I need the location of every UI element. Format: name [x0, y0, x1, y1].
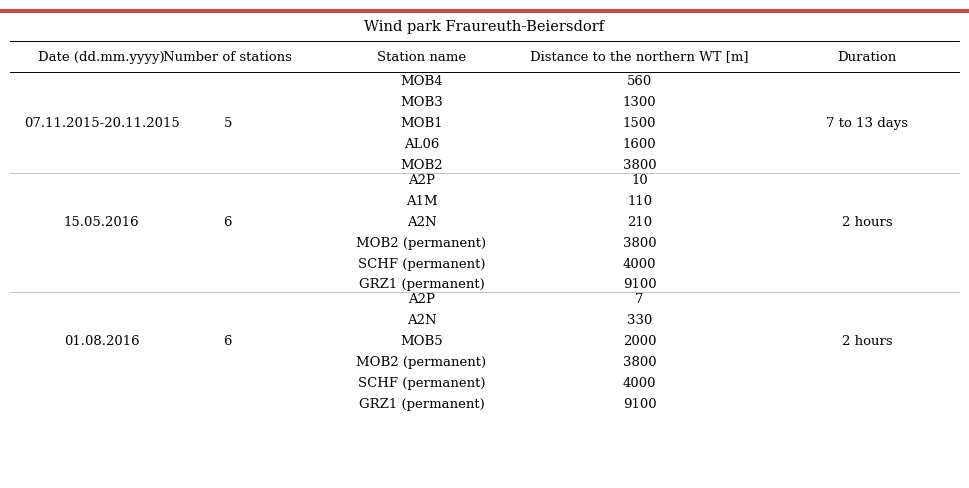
Text: AL06: AL06	[404, 138, 439, 151]
Text: Wind park Fraureuth-Beiersdorf: Wind park Fraureuth-Beiersdorf	[364, 20, 605, 34]
Text: 330: 330	[627, 314, 652, 327]
Text: 560: 560	[627, 75, 652, 88]
Text: 210: 210	[627, 216, 652, 228]
Text: 2 hours: 2 hours	[842, 216, 892, 228]
Text: A2N: A2N	[407, 216, 436, 228]
Text: 1600: 1600	[623, 138, 656, 151]
Text: 110: 110	[627, 195, 652, 207]
Text: SCHF (permanent): SCHF (permanent)	[358, 377, 485, 390]
Text: Station name: Station name	[377, 51, 466, 63]
Text: 2 hours: 2 hours	[842, 335, 892, 348]
Text: 3800: 3800	[623, 159, 656, 172]
Text: A2P: A2P	[408, 174, 435, 186]
Text: 07.11.2015-20.11.2015: 07.11.2015-20.11.2015	[24, 117, 179, 130]
Text: 6: 6	[224, 335, 232, 348]
Text: 4000: 4000	[623, 258, 656, 270]
Text: 4000: 4000	[623, 377, 656, 390]
Text: Number of stations: Number of stations	[164, 51, 292, 63]
Text: GRZ1 (permanent): GRZ1 (permanent)	[359, 398, 484, 411]
Text: 5: 5	[224, 117, 232, 130]
Text: 3800: 3800	[623, 237, 656, 249]
Text: 9100: 9100	[623, 279, 656, 291]
Text: MOB1: MOB1	[400, 117, 443, 130]
Text: 3800: 3800	[623, 356, 656, 369]
Text: GRZ1 (permanent): GRZ1 (permanent)	[359, 279, 484, 291]
Text: 6: 6	[224, 216, 232, 228]
Text: MOB2: MOB2	[400, 159, 443, 172]
Text: 1300: 1300	[623, 96, 656, 109]
Text: A2P: A2P	[408, 293, 435, 306]
Text: 2000: 2000	[623, 335, 656, 348]
Text: Date (dd.mm.yyyy): Date (dd.mm.yyyy)	[39, 51, 165, 63]
Text: A1M: A1M	[406, 195, 437, 207]
Text: 9100: 9100	[623, 398, 656, 411]
Text: MOB5: MOB5	[400, 335, 443, 348]
Text: SCHF (permanent): SCHF (permanent)	[358, 258, 485, 270]
Text: 1500: 1500	[623, 117, 656, 130]
Text: 7: 7	[636, 293, 643, 306]
Text: MOB3: MOB3	[400, 96, 443, 109]
Text: A2N: A2N	[407, 314, 436, 327]
Text: 15.05.2016: 15.05.2016	[64, 216, 140, 228]
Text: MOB2 (permanent): MOB2 (permanent)	[357, 237, 486, 249]
Text: 10: 10	[631, 174, 648, 186]
Text: 01.08.2016: 01.08.2016	[64, 335, 140, 348]
Text: MOB2 (permanent): MOB2 (permanent)	[357, 356, 486, 369]
Text: 7 to 13 days: 7 to 13 days	[827, 117, 908, 130]
Text: MOB4: MOB4	[400, 75, 443, 88]
Text: Distance to the northern WT [m]: Distance to the northern WT [m]	[530, 51, 749, 63]
Text: Duration: Duration	[837, 51, 897, 63]
